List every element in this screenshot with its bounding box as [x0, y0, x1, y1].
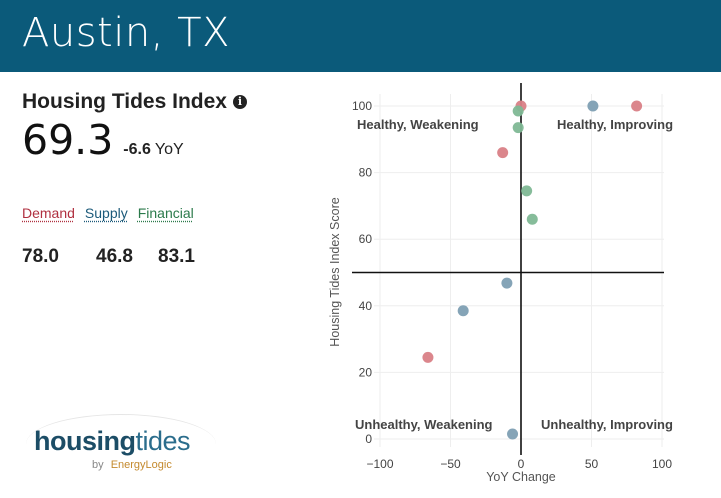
quadrant-label-unhealthy-weakening: Unhealthy, Weakening: [355, 417, 493, 432]
yoy-value: -6.6: [123, 141, 151, 158]
y-tick-label: 60: [359, 232, 373, 246]
page-title: Austin, TX: [22, 10, 230, 56]
y-tick-label: 20: [359, 365, 373, 379]
demand-point: [515, 100, 527, 112]
demand-point: [422, 351, 434, 363]
y-axis-title: Housing Tides Index Score: [328, 197, 342, 346]
info-circle-icon[interactable]: i: [232, 95, 247, 109]
supply-point: [501, 277, 513, 289]
supply-point: [507, 428, 519, 440]
component-values: 78.0 46.8 83.1: [22, 246, 195, 268]
score-row: 69.3 -6.6 YoY: [22, 116, 184, 164]
supply-link[interactable]: Supply: [84, 205, 128, 221]
index-title-label: Housing Tides Index: [22, 90, 227, 113]
financial-point: [512, 122, 524, 134]
index-title: Housing Tides Index i: [22, 90, 247, 114]
quadrant-label-healthy-improving: Healthy, Improving: [557, 117, 673, 132]
financial-point: [526, 213, 538, 225]
x-tick-label: 50: [585, 457, 599, 471]
financial-link[interactable]: Financial: [137, 205, 194, 221]
housing-tides-logo: housingtides by EnergyLogic: [26, 414, 216, 471]
demand-value: 78.0: [22, 246, 59, 267]
component-legend: Demand Supply Financial: [22, 205, 194, 221]
demand-point: [497, 147, 509, 159]
x-tick-label: −50: [440, 457, 461, 471]
index-score: 69.3: [22, 116, 114, 164]
supply-point: [587, 100, 599, 112]
yoy-unit: YoY: [154, 141, 184, 158]
logo-swash: [26, 414, 216, 474]
supply-point: [457, 305, 469, 317]
financial-point: [521, 185, 533, 197]
x-tick-label: −100: [366, 457, 393, 471]
demand-link[interactable]: Demand: [22, 205, 75, 221]
quadrant-label-healthy-weakening: Healthy, Weakening: [357, 117, 479, 132]
y-tick-label: 80: [359, 166, 373, 180]
y-tick-label: 0: [365, 432, 372, 446]
demand-point: [631, 100, 643, 112]
x-tick-label: 0: [518, 457, 525, 471]
header-bar: Austin, TX: [0, 0, 721, 72]
supply-value: 46.8: [96, 246, 133, 267]
financial-value: 83.1: [158, 246, 195, 267]
quadrant-label-unhealthy-improving: Unhealthy, Improving: [541, 417, 673, 432]
x-axis-title: YoY Change: [486, 470, 556, 484]
yoy-change: -6.6 YoY: [123, 141, 183, 159]
y-tick-label: 40: [359, 299, 373, 313]
y-tick-label: 100: [352, 99, 372, 113]
financial-point: [512, 105, 524, 117]
x-tick-label: 100: [652, 457, 672, 471]
